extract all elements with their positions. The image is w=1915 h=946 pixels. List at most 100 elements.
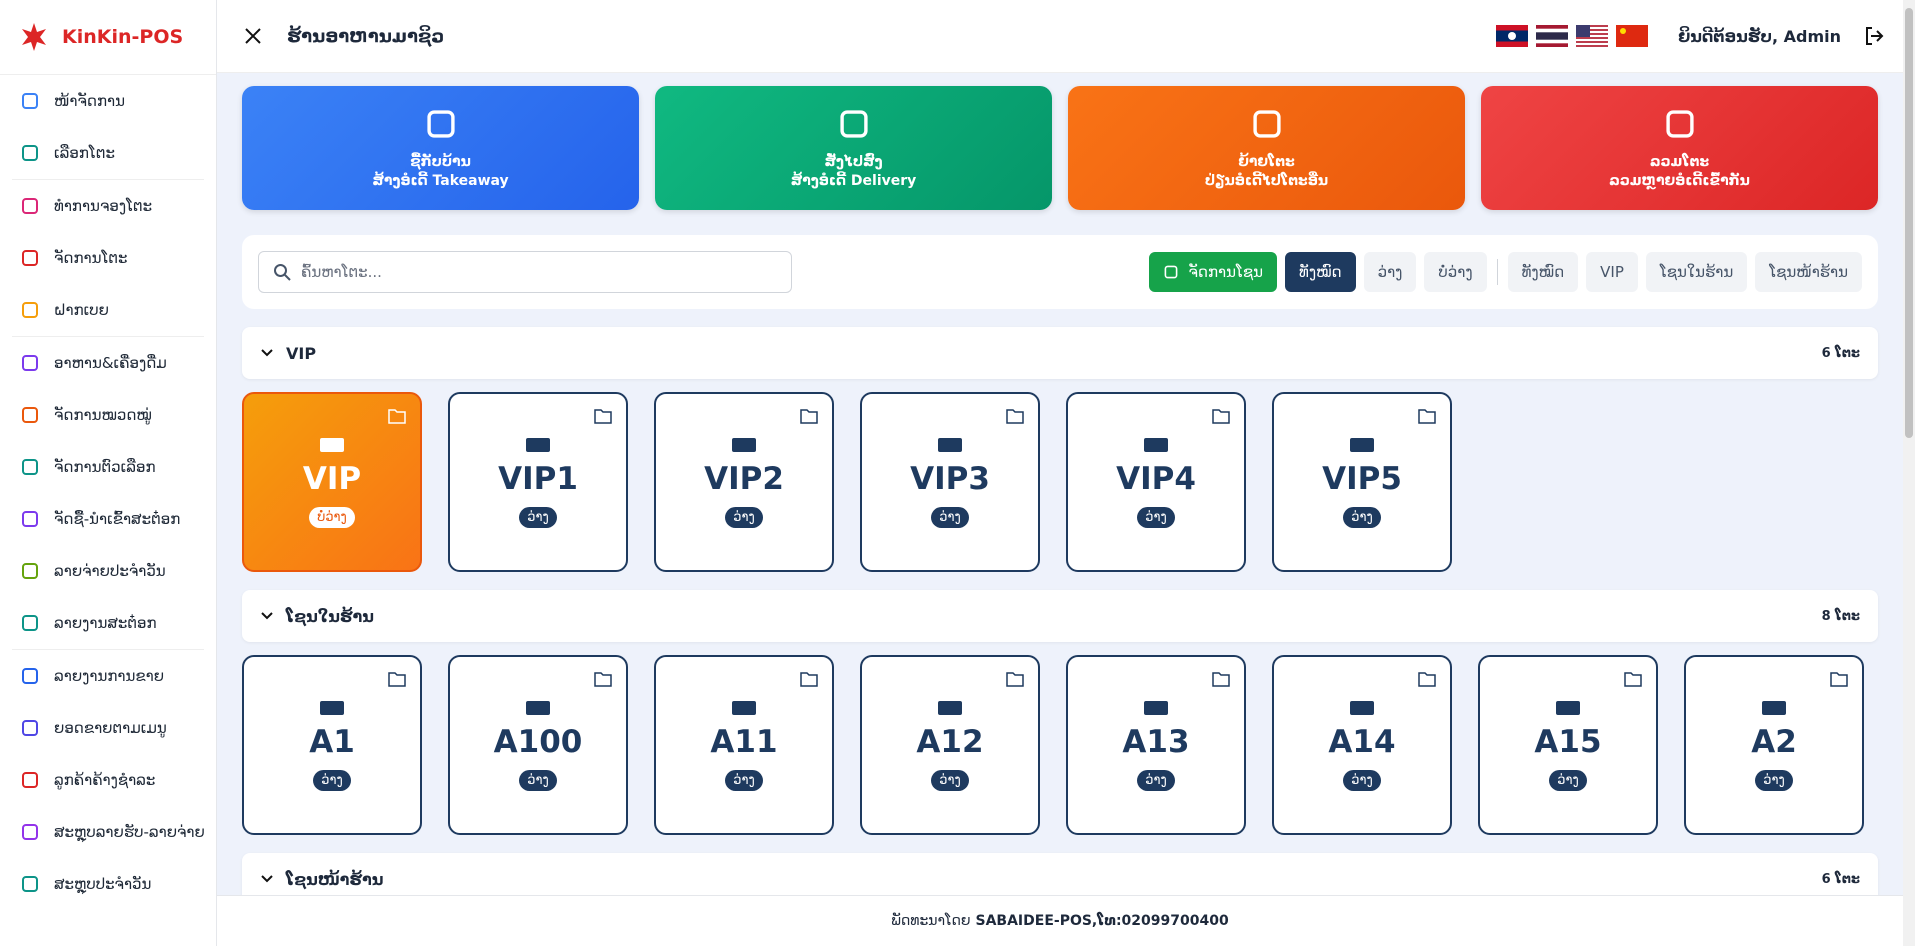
nav-item[interactable]: ລາຍຈ່າຍປະຈຳວັນ bbox=[0, 545, 216, 597]
table-card[interactable]: A100 ວ່າງ bbox=[448, 655, 628, 835]
table-card[interactable]: A14 ວ່າງ bbox=[1272, 655, 1452, 835]
nav-item[interactable]: ລາຍງານສະຕ໋ອກ bbox=[0, 597, 216, 649]
nav-item[interactable]: ອາຫານ&ເຄື່ອງດື່ມ bbox=[0, 337, 216, 389]
icon bbox=[22, 250, 38, 266]
logout-button[interactable] bbox=[1863, 25, 1885, 47]
section-count: 6 ໂຕະ bbox=[1821, 345, 1860, 361]
table-card[interactable]: A2 ວ່າງ bbox=[1684, 655, 1864, 835]
table-name: VIP5 bbox=[1322, 460, 1402, 497]
search-box[interactable]: ຄົ້ນຫາໂຕະ... bbox=[258, 251, 792, 293]
action-cards: ຊື້ກັບບ້ານ ສ້າງອໍເດີ້ Takeaway ສັ່ງໄປສົ່ງສ… bbox=[242, 86, 1878, 210]
zone-filter[interactable]: ໂຊນໜ້າຮ້ານ bbox=[1755, 252, 1862, 292]
nav-item[interactable]: ຈັດການຕົວເລືອກ bbox=[0, 441, 216, 493]
table-status: ວ່າງ bbox=[1755, 769, 1793, 791]
table-status: ວ່າງ bbox=[1549, 769, 1587, 791]
action-card[interactable]: ຍ້າຍໂຕະ ປ່ຽນອໍເດີ້ໄປໂຕະອື່ນ bbox=[1068, 86, 1465, 210]
table-name: A15 bbox=[1534, 723, 1602, 760]
flag-th[interactable] bbox=[1536, 25, 1569, 47]
action-card[interactable]: ລວມໂຕະ ລວມຫຼາຍອໍເດີ້ເຂົ້າກັນ bbox=[1481, 86, 1878, 210]
table-name: VIP3 bbox=[910, 460, 990, 497]
zone-filter[interactable]: ທັງໝົດ bbox=[1507, 252, 1579, 292]
folder-icon[interactable] bbox=[388, 671, 406, 687]
nav-label: ຈັດຊື້-ນຳເຂົ້າສະຕ໋ອກ bbox=[54, 510, 181, 528]
folder-icon[interactable] bbox=[1418, 408, 1436, 424]
nav-item[interactable]: ເລືອກໂຕະ bbox=[0, 127, 216, 179]
status-filter[interactable]: ບໍ່ວ່າງ bbox=[1424, 252, 1487, 292]
icon bbox=[22, 668, 38, 684]
table-status: ວ່າງ bbox=[1343, 506, 1381, 528]
icon bbox=[22, 145, 38, 161]
zone-filter[interactable]: ໂຊນໃນຮ້ານ bbox=[1645, 252, 1748, 292]
table-card[interactable]: A13 ວ່າງ bbox=[1066, 655, 1246, 835]
flag-la[interactable] bbox=[1496, 25, 1529, 47]
table-card[interactable]: VIP3 ວ່າງ bbox=[860, 392, 1040, 572]
folder-icon[interactable] bbox=[1830, 671, 1848, 687]
folder-icon[interactable] bbox=[1418, 671, 1436, 687]
status-filter[interactable]: ທັງໝົດ bbox=[1285, 252, 1356, 292]
nav-label: ອາຫານ&ເຄື່ອງດື່ມ bbox=[54, 354, 167, 372]
icon bbox=[839, 110, 868, 138]
table-name: A13 bbox=[1122, 723, 1190, 760]
nav-item[interactable]: ຝາກເບຍ bbox=[0, 284, 216, 336]
folder-icon[interactable] bbox=[388, 408, 406, 424]
table-card[interactable]: A12 ວ່າງ bbox=[860, 655, 1040, 835]
table-icon bbox=[526, 437, 550, 452]
section-header[interactable]: ໂຊນໜ້າຮ້ານ 6 ໂຕະ bbox=[242, 853, 1878, 895]
section-header[interactable]: VIP 6 ໂຕະ bbox=[242, 327, 1878, 379]
folder-icon[interactable] bbox=[1006, 408, 1024, 424]
action-title: ຊື້ກັບບ້ານ bbox=[410, 154, 471, 170]
folder-icon[interactable] bbox=[594, 408, 612, 424]
nav-item[interactable]: ລູກຄ້າຄ້າງຊຳລະ bbox=[0, 754, 216, 806]
action-card[interactable]: ສັ່ງໄປສົ່ງ ສ້າງອໍເດີ້ Delivery bbox=[655, 86, 1052, 210]
manage-zones-button[interactable]: ຈັດການໂຊນ bbox=[1148, 252, 1278, 292]
table-name: A2 bbox=[1751, 723, 1797, 760]
table-card[interactable]: A15 ວ່າງ bbox=[1478, 655, 1658, 835]
sections: VIP 6 ໂຕະ VIP ບໍ່ວ່າງ VIP1 ວ່າງ VIP2 ວ່າງ VIP3 ວ່… bbox=[242, 327, 1878, 895]
table-icon bbox=[1350, 437, 1374, 452]
nav-item[interactable]: ລາຍງານການຂາຍ bbox=[0, 650, 216, 702]
folder-icon[interactable] bbox=[800, 671, 818, 687]
table-card[interactable]: VIP4 ວ່າງ bbox=[1066, 392, 1246, 572]
folder-icon[interactable] bbox=[800, 408, 818, 424]
table-card[interactable]: A1 ວ່າງ bbox=[242, 655, 422, 835]
folder-icon[interactable] bbox=[1624, 671, 1642, 687]
close-button[interactable] bbox=[243, 26, 263, 46]
table-grid: VIP ບໍ່ວ່າງ VIP1 ວ່າງ VIP2 ວ່າງ VIP3 ວ່າງ VIP4 ວ່… bbox=[242, 392, 1878, 572]
nav-item[interactable]: ຈັດຊື້-ນຳເຂົ້າສະຕ໋ອກ bbox=[0, 493, 216, 545]
nav-item[interactable]: ຈັດການໝວດໝູ່ bbox=[0, 389, 216, 441]
nav-item[interactable]: ສະຫຼຸບປະຈຳວັນ bbox=[0, 858, 216, 910]
nav-item[interactable]: ສະຫຼຸບລາຍຮັບ-ລາຍຈ່າຍ bbox=[0, 806, 216, 858]
action-subtitle: ລວມຫຼາຍອໍເດີ້ເຂົ້າກັນ bbox=[1609, 173, 1750, 189]
table-icon bbox=[1350, 700, 1374, 715]
table-name: A1 bbox=[309, 723, 355, 760]
folder-icon[interactable] bbox=[1006, 671, 1024, 687]
section-name: VIP bbox=[286, 343, 317, 363]
nav-item[interactable]: ຍອດຂາຍຕາມເມນູ bbox=[0, 702, 216, 754]
nav-label: ລາຍຈ່າຍປະຈຳວັນ bbox=[54, 562, 166, 580]
table-card[interactable]: VIP1 ວ່າງ bbox=[448, 392, 628, 572]
table-card[interactable]: A11 ວ່າງ bbox=[654, 655, 834, 835]
icon bbox=[1665, 110, 1694, 138]
section-name: ໂຊນໜ້າຮ້ານ bbox=[286, 869, 384, 889]
table-card[interactable]: VIP2 ວ່າງ bbox=[654, 392, 834, 572]
table-name: VIP4 bbox=[1116, 460, 1196, 497]
status-filter[interactable]: ວ່າງ bbox=[1363, 252, 1417, 292]
table-status: ວ່າງ bbox=[725, 506, 763, 528]
flag-cn[interactable] bbox=[1616, 25, 1649, 47]
folder-icon[interactable] bbox=[594, 671, 612, 687]
table-card[interactable]: VIP ບໍ່ວ່າງ bbox=[242, 392, 422, 572]
section-header[interactable]: ໂຊນໃນຮ້ານ 8 ໂຕະ bbox=[242, 590, 1878, 642]
folder-icon[interactable] bbox=[1212, 671, 1230, 687]
nav-item[interactable]: ໜ້າຈັດການ bbox=[0, 75, 216, 127]
action-card[interactable]: ຊື້ກັບບ້ານ ສ້າງອໍເດີ້ Takeaway bbox=[242, 86, 639, 210]
scrollbar[interactable] bbox=[1903, 0, 1915, 946]
table-status: ວ່າງ bbox=[931, 506, 969, 528]
table-card[interactable]: VIP5 ວ່າງ bbox=[1272, 392, 1452, 572]
table-status: ວ່າງ bbox=[1137, 769, 1175, 791]
flag-us[interactable] bbox=[1576, 25, 1609, 47]
nav-item[interactable]: ທຳການຈອງໂຕະ bbox=[0, 180, 216, 232]
folder-icon[interactable] bbox=[1212, 408, 1230, 424]
zone-filter[interactable]: VIP bbox=[1586, 252, 1638, 292]
nav-item[interactable]: ຈັດການໂຕະ bbox=[0, 232, 216, 284]
nav-label: ທຳການຈອງໂຕະ bbox=[54, 197, 153, 215]
